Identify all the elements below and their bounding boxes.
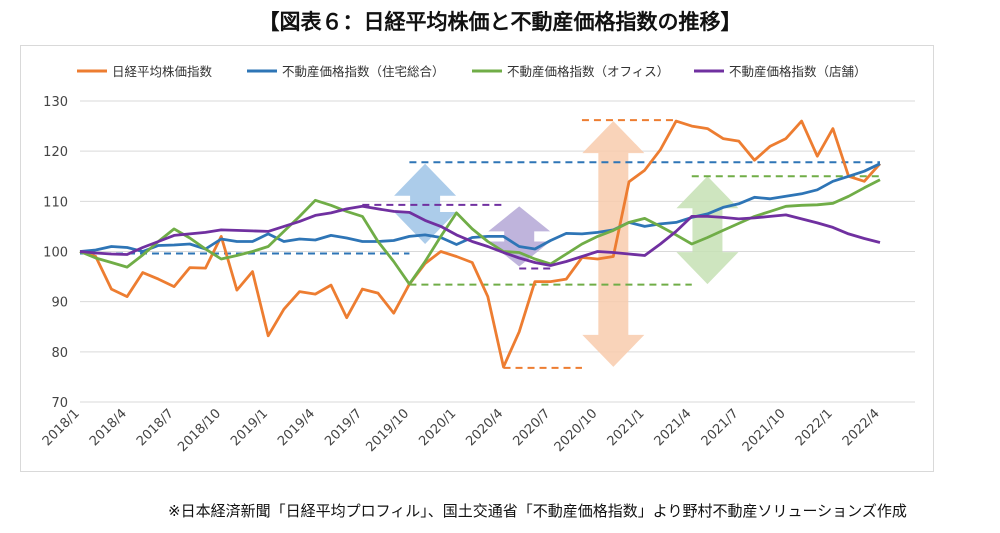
- x-tick-label: 2019/7: [322, 406, 365, 449]
- y-tick-label: 130: [43, 95, 68, 110]
- x-tick-label: 2021/4: [652, 406, 695, 449]
- y-tick-label: 100: [43, 246, 68, 261]
- chart-frame: [20, 45, 934, 472]
- series-lines: [79, 119, 882, 369]
- x-tick-label: 2022/1: [793, 406, 836, 449]
- x-tick-label: 2020/7: [510, 406, 553, 449]
- double-arrow: [582, 121, 645, 367]
- chart-grid: [80, 100, 915, 403]
- source-note: ※日本経済新聞「日経平均プロフィル」、国土交通省「不動産価格指数」より野村不動産…: [168, 502, 907, 520]
- x-tick-label: 2019/10: [363, 406, 412, 455]
- series-line: [79, 178, 881, 286]
- range-arrows: [394, 121, 739, 367]
- x-tick-label: 2022/4: [840, 406, 883, 449]
- y-tick-label: 70: [51, 396, 68, 411]
- y-tick-label: 80: [51, 346, 68, 361]
- x-tick-label: 2018/7: [134, 406, 177, 449]
- x-tick-label: 2021/1: [605, 406, 648, 449]
- legend-label: 不動産価格指数（オフィス）: [507, 64, 669, 79]
- series-line: [79, 204, 881, 267]
- series-line: [79, 162, 881, 253]
- x-tick-label: 2020/4: [463, 406, 506, 449]
- double-arrow: [676, 176, 739, 285]
- x-tick-label: 2019/4: [275, 406, 318, 449]
- x-tick-label: 2018/10: [175, 406, 224, 455]
- y-axis-ticks: 70 80 90 100 110 120 130: [43, 95, 68, 411]
- x-tick-label: 2021/10: [740, 406, 789, 455]
- x-tick-label: 2021/7: [699, 406, 742, 449]
- legend-label: 日経平均株価指数: [112, 64, 213, 79]
- x-tick-label: 2020/1: [416, 406, 459, 449]
- double-arrow: [394, 163, 457, 244]
- legend-label: 不動産価格指数（住宅総合）: [282, 64, 445, 79]
- legend-label: 不動産価格指数（店舗）: [729, 64, 867, 79]
- y-tick-label: 110: [43, 195, 68, 210]
- x-tick-label: 2020/10: [552, 406, 601, 455]
- chart-legend: 日経平均株価指数 不動産価格指数（住宅総合） 不動産価格指数（オフィス） 不動産価格指…: [77, 64, 867, 79]
- x-tick-label: 2018/4: [87, 406, 130, 449]
- series-line: [79, 119, 882, 369]
- x-tick-label: 2019/1: [228, 406, 271, 449]
- y-tick-label: 90: [51, 296, 68, 311]
- y-tick-label: 120: [43, 145, 68, 160]
- chart-title: 【図表６：日経平均株価と不動産価格指数の推移】: [258, 10, 742, 34]
- x-tick-label: 2018/1: [40, 406, 83, 449]
